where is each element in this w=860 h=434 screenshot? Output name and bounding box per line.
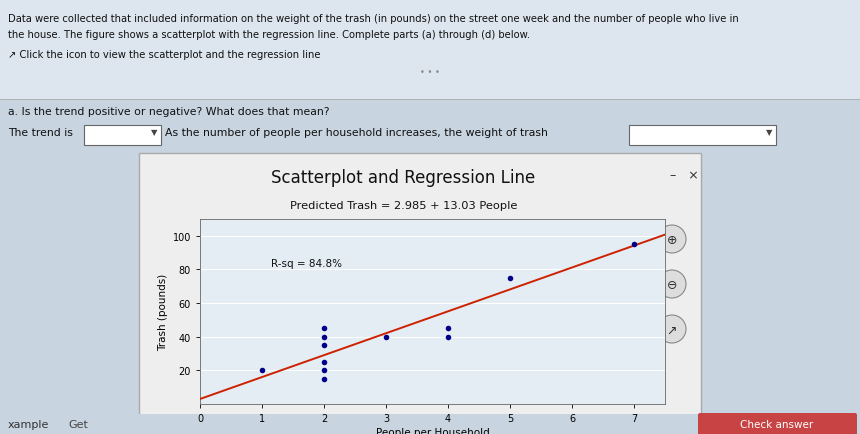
Circle shape xyxy=(658,315,686,343)
FancyBboxPatch shape xyxy=(0,414,860,434)
Y-axis label: Trash (pounds): Trash (pounds) xyxy=(158,273,169,350)
Point xyxy=(503,275,517,282)
Circle shape xyxy=(658,226,686,253)
Text: a. Is the trend positive or negative? What does that mean?: a. Is the trend positive or negative? Wh… xyxy=(8,107,329,117)
Point xyxy=(317,325,331,332)
Point xyxy=(441,325,455,332)
FancyBboxPatch shape xyxy=(0,0,860,100)
Text: ⊖: ⊖ xyxy=(666,279,678,292)
Point xyxy=(379,333,393,340)
Point xyxy=(317,375,331,382)
FancyBboxPatch shape xyxy=(84,126,161,146)
Text: Data were collected that included information on the weight of the trash (in pou: Data were collected that included inform… xyxy=(8,14,739,24)
Text: The trend is: The trend is xyxy=(8,128,73,138)
Point xyxy=(627,241,641,248)
Text: ▼: ▼ xyxy=(150,128,157,137)
Point xyxy=(317,358,331,365)
Text: ↗: ↗ xyxy=(666,324,678,337)
Text: As the number of people per household increases, the weight of trash: As the number of people per household in… xyxy=(165,128,548,138)
Text: Predicted Trash = 2.985 + 13.03 People: Predicted Trash = 2.985 + 13.03 People xyxy=(290,201,517,210)
Point xyxy=(441,333,455,340)
X-axis label: People per Household: People per Household xyxy=(376,427,489,434)
Point xyxy=(255,367,269,374)
FancyBboxPatch shape xyxy=(698,413,857,434)
Point xyxy=(317,342,331,349)
Point xyxy=(317,367,331,374)
Text: Scatterplot and Regression Line: Scatterplot and Regression Line xyxy=(271,169,535,187)
Point xyxy=(317,333,331,340)
Text: –   ×: – × xyxy=(670,169,698,181)
Text: ⊕: ⊕ xyxy=(666,234,678,247)
Text: ↗ Click the icon to view the scatterplot and the regression line: ↗ Click the icon to view the scatterplot… xyxy=(8,50,321,60)
Text: the house. The figure shows a scatterplot with the regression line. Complete par: the house. The figure shows a scatterplo… xyxy=(8,30,530,40)
Text: • • •: • • • xyxy=(420,68,440,77)
Text: Check answer: Check answer xyxy=(740,419,814,429)
FancyBboxPatch shape xyxy=(629,126,776,146)
Text: Get: Get xyxy=(68,419,88,429)
FancyBboxPatch shape xyxy=(139,154,701,420)
Text: xample: xample xyxy=(8,419,49,429)
Text: R-sq = 84.8%: R-sq = 84.8% xyxy=(271,259,342,269)
Text: ▼: ▼ xyxy=(765,128,772,137)
Circle shape xyxy=(658,270,686,298)
